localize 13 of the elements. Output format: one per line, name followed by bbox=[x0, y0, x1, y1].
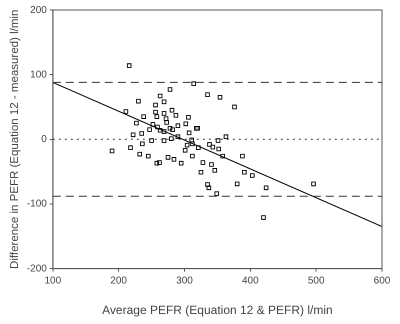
x-tick-label: 600 bbox=[374, 275, 391, 286]
y-tick-label: 100 bbox=[30, 69, 48, 80]
y-tick-label: 0 bbox=[41, 134, 48, 146]
y-axis-title: Difference in PEFR (Equation 12 - measured) l/min bbox=[9, 10, 22, 269]
x-tick-label: 500 bbox=[308, 275, 325, 286]
y-tick-label: -200 bbox=[26, 263, 48, 274]
x-tick-label: 100 bbox=[44, 275, 62, 286]
x-tick-label: 400 bbox=[242, 275, 260, 286]
y-tick-label: 200 bbox=[30, 4, 48, 16]
x-tick-label: 300 bbox=[176, 275, 194, 286]
x-axis-title: Average PEFR (Equation 12 & PEFR) l/min bbox=[102, 303, 333, 318]
y-tick-label: -100 bbox=[26, 198, 48, 210]
x-tick-label: 200 bbox=[110, 275, 128, 286]
